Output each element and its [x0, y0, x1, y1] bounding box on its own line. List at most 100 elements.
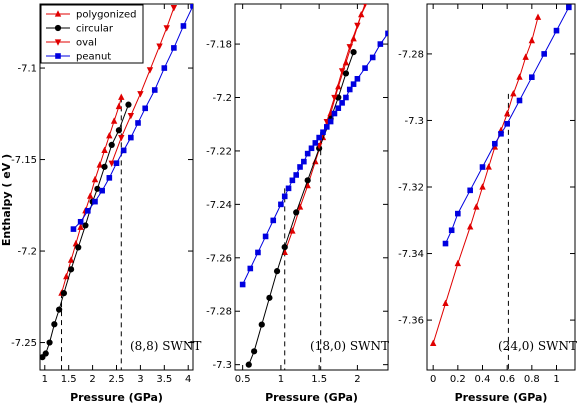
y-tick-label: -7.36 — [398, 316, 424, 327]
point-peanut — [301, 158, 307, 165]
plot-frame — [234, 3, 389, 371]
point-polygonized — [106, 131, 113, 139]
point-circular — [60, 290, 68, 297]
point-peanut — [448, 227, 455, 234]
point-peanut — [516, 97, 523, 104]
x-tick-label: 2 — [89, 374, 95, 385]
point-peanut — [70, 226, 77, 232]
y-tick-label: -7.3 — [404, 116, 424, 127]
point-oval — [108, 160, 115, 168]
series-line-circular — [42, 104, 129, 358]
x-tick-label: 3 — [137, 374, 143, 385]
series-line-peanut — [73, 5, 193, 230]
point-peanut — [113, 160, 120, 167]
legend-marker-peanut — [55, 53, 61, 59]
point-polygonized — [96, 161, 103, 168]
y-tick-label: -7.28 — [206, 307, 232, 318]
x-axis-title: Pressure (GPa) — [265, 391, 358, 404]
point-circular — [56, 306, 63, 313]
point-polygonized — [335, 83, 342, 90]
point-circular — [125, 101, 132, 108]
point-peanut — [324, 124, 330, 130]
point-peanut — [190, 4, 193, 9]
x-tick-label: 2 — [354, 374, 360, 385]
y-tick-label: -7.32 — [398, 183, 424, 194]
point-peanut — [285, 185, 292, 192]
point-circular — [46, 339, 53, 346]
y-tick-label: -7.15 — [11, 155, 37, 166]
panel-24-0: 0 0.2 0.4 0.6 0.8 1 -7.36 -7.34 -7.32 -7.3 -7.28 Pr… — [398, 3, 577, 404]
plot-area — [40, 4, 193, 370]
point-polygonized — [115, 102, 123, 110]
point-peanut — [455, 210, 461, 217]
point-circular — [258, 321, 265, 328]
point-polygonized — [516, 73, 523, 80]
point-peanut — [289, 177, 296, 184]
point-peanut — [270, 217, 277, 224]
point-peanut — [566, 4, 572, 11]
point-polygonized — [304, 181, 311, 189]
x-tick-label: 3.5 — [156, 374, 172, 385]
point-peanut — [281, 193, 288, 200]
x-tick-label: 1 — [553, 374, 559, 385]
point-peanut — [120, 147, 127, 154]
point-circular — [293, 209, 300, 216]
point-peanut — [304, 150, 311, 157]
point-peanut — [77, 218, 84, 225]
point-polygonized — [91, 175, 99, 183]
point-polygonized — [454, 259, 462, 267]
point-peanut — [151, 87, 158, 93]
point-polygonized — [528, 36, 536, 44]
point-peanut — [331, 110, 338, 117]
point-oval — [346, 44, 353, 51]
point-peanut — [346, 86, 353, 93]
point-peanut — [327, 118, 334, 125]
plot-area — [239, 4, 388, 370]
point-polygonized — [522, 53, 529, 60]
point-peanut — [312, 140, 319, 146]
x-tick-label: 1 — [278, 374, 284, 385]
point-polygonized — [442, 299, 449, 307]
point-peanut — [467, 187, 473, 194]
point-peanut — [541, 51, 547, 57]
x-tick-label: 2.5 — [109, 374, 125, 385]
point-peanut — [369, 54, 376, 61]
y-tick-label: -7.2 — [212, 93, 232, 104]
point-polygonized — [289, 227, 296, 234]
point-polygonized — [503, 110, 511, 117]
point-peanut — [498, 130, 504, 137]
point-polygonized — [101, 146, 108, 153]
point-circular — [51, 321, 58, 328]
point-peanut — [135, 120, 141, 126]
point-peanut — [316, 134, 322, 141]
point-oval — [331, 94, 338, 102]
point-circular — [115, 127, 122, 134]
x-tick-label: 1.5 — [61, 374, 77, 385]
point-peanut — [343, 94, 349, 101]
panel-18-0: 0.5 1 1.5 2 -7.3 -7.28 -7.26 -7.24 -7.22 -7.2 -7.1… — [206, 3, 389, 404]
point-peanut — [85, 207, 91, 214]
point-circular — [108, 141, 115, 149]
point-peanut — [308, 145, 315, 152]
panel-annotation: (24,0) SWNT — [498, 339, 577, 353]
y-tick-label: -7.28 — [398, 49, 424, 60]
y-tick-label: -7.26 — [206, 253, 232, 264]
point-peanut — [504, 120, 510, 127]
point-circular — [42, 350, 49, 357]
plot-area — [429, 4, 572, 370]
point-oval — [170, 5, 178, 12]
point-peanut — [255, 249, 261, 256]
point-oval — [146, 67, 154, 74]
x-axis-title: Pressure (GPa) — [70, 391, 163, 404]
point-polygonized — [110, 117, 118, 124]
x-tick-label: 1 — [42, 374, 48, 385]
point-peanut — [442, 240, 449, 247]
point-polygonized — [63, 272, 70, 280]
point-circular — [245, 361, 252, 368]
point-circular — [67, 266, 75, 273]
point-peanut — [262, 233, 269, 240]
y-tick-label: -7.34 — [398, 249, 424, 260]
x-tick-label: 4 — [185, 374, 191, 385]
point-oval — [163, 25, 170, 32]
